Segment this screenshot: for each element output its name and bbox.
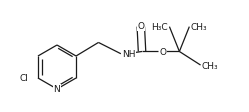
Text: CH₃: CH₃ bbox=[202, 61, 218, 70]
Text: H₃C: H₃C bbox=[152, 23, 168, 32]
Text: Cl: Cl bbox=[19, 74, 28, 83]
Text: CH₃: CH₃ bbox=[190, 23, 207, 32]
Text: O: O bbox=[159, 48, 167, 56]
Text: N: N bbox=[54, 85, 60, 94]
Text: O: O bbox=[137, 22, 144, 31]
Text: NH: NH bbox=[122, 50, 136, 59]
